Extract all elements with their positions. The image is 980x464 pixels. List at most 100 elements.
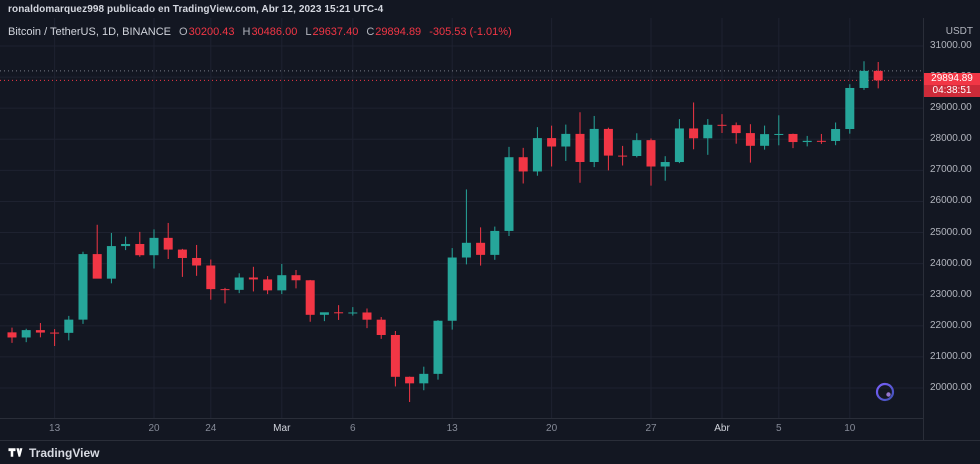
candle-body: [78, 254, 88, 320]
candle[interactable]: [78, 251, 88, 324]
candle[interactable]: [447, 248, 457, 330]
candle[interactable]: [731, 122, 741, 144]
candle-body: [149, 237, 159, 256]
candle[interactable]: [561, 124, 571, 161]
symbol-title[interactable]: Bitcoin / TetherUS, 1D, BINANCE: [8, 26, 172, 38]
candle[interactable]: [206, 259, 216, 300]
candle[interactable]: [603, 127, 613, 171]
candle[interactable]: [461, 189, 471, 265]
candle[interactable]: [575, 112, 585, 183]
chart-legend[interactable]: Bitcoin / TetherUS, 1D, BINANCE O30200.4…: [8, 25, 512, 39]
time-axis[interactable]: 13 20 24 Mar 6 13 20 27 Abr 5 10: [0, 418, 923, 440]
candle[interactable]: [121, 236, 131, 251]
candle[interactable]: [504, 146, 514, 236]
tradingview-logo-icon[interactable]: [8, 445, 23, 460]
candle-countdown: 04:38:51: [924, 85, 980, 98]
price-axis[interactable]: USDT 29894.89 04:38:51 31000.0030000.002…: [923, 18, 980, 440]
candle[interactable]: [7, 327, 17, 343]
candle-body: [589, 128, 599, 163]
candle[interactable]: [234, 273, 244, 294]
candle-body: [504, 157, 514, 231]
candlestick-chart[interactable]: [0, 0, 923, 440]
candle-body: [447, 257, 457, 321]
candle[interactable]: [220, 287, 230, 304]
candle[interactable]: [547, 125, 557, 167]
candle-body: [575, 133, 585, 163]
candle[interactable]: [64, 315, 74, 341]
time-axis-label: 24: [205, 423, 217, 434]
candle[interactable]: [376, 317, 386, 339]
candle[interactable]: [291, 269, 301, 289]
candle[interactable]: [405, 376, 415, 403]
candle[interactable]: [632, 133, 642, 158]
candle[interactable]: [476, 227, 486, 266]
candle-body: [362, 312, 372, 320]
candle-body: [433, 320, 443, 374]
candle[interactable]: [518, 147, 528, 184]
candle[interactable]: [419, 366, 429, 391]
candle-body: [674, 128, 684, 163]
candle[interactable]: [831, 122, 841, 146]
candle[interactable]: [390, 330, 400, 387]
candle[interactable]: [163, 222, 173, 259]
candle[interactable]: [35, 323, 45, 338]
candle-body: [35, 330, 45, 333]
candle[interactable]: [334, 305, 344, 320]
price-axis-label: 29000.00: [930, 102, 972, 114]
price-axis-label: 20000.00: [930, 381, 972, 393]
candle[interactable]: [319, 312, 329, 322]
candle-body: [490, 230, 500, 255]
candle[interactable]: [92, 224, 102, 279]
candle[interactable]: [660, 156, 670, 181]
candle[interactable]: [192, 244, 202, 276]
candle[interactable]: [50, 329, 60, 346]
candle[interactable]: [106, 232, 116, 284]
candle[interactable]: [263, 276, 273, 295]
candle[interactable]: [248, 266, 258, 292]
candle-body: [92, 254, 102, 279]
candle-body: [561, 133, 571, 147]
price-axis-label: 25000.00: [930, 226, 972, 238]
candle[interactable]: [845, 84, 855, 134]
candle[interactable]: [873, 61, 883, 89]
candle[interactable]: [802, 135, 812, 147]
candle-body: [788, 133, 798, 143]
candle[interactable]: [760, 125, 770, 150]
candle-body: [518, 157, 528, 172]
candle[interactable]: [745, 124, 755, 163]
candle[interactable]: [816, 133, 826, 144]
candle-body: [689, 128, 699, 139]
candle[interactable]: [305, 279, 315, 322]
candle[interactable]: [348, 307, 358, 316]
ohlc-high: H30486.00: [242, 26, 298, 38]
price-axis-label: 28000.00: [930, 133, 972, 145]
candle-body: [334, 312, 344, 314]
candle[interactable]: [177, 248, 187, 277]
candle[interactable]: [774, 115, 784, 146]
candle[interactable]: [618, 145, 628, 166]
candle[interactable]: [703, 119, 713, 155]
time-axis-label: Mar: [273, 423, 291, 434]
candle[interactable]: [362, 308, 372, 329]
candle-body: [21, 330, 31, 338]
candle-body: [106, 246, 116, 279]
candle[interactable]: [21, 328, 31, 343]
candle[interactable]: [490, 226, 500, 260]
tradingview-logo-text[interactable]: TradingView: [29, 445, 100, 460]
candle[interactable]: [674, 119, 684, 164]
candle[interactable]: [277, 263, 287, 295]
candle-body: [461, 242, 471, 258]
candle-body: [248, 277, 258, 280]
candle[interactable]: [532, 127, 542, 176]
candle[interactable]: [788, 133, 798, 149]
candle[interactable]: [149, 229, 159, 269]
candle-body: [64, 319, 74, 333]
candle[interactable]: [689, 102, 699, 150]
candle[interactable]: [135, 231, 145, 257]
watermark-icon[interactable]: [874, 381, 896, 403]
candle[interactable]: [717, 114, 727, 134]
candle[interactable]: [433, 320, 443, 380]
candle[interactable]: [646, 138, 656, 186]
candle[interactable]: [589, 115, 599, 168]
candle[interactable]: [859, 61, 869, 90]
